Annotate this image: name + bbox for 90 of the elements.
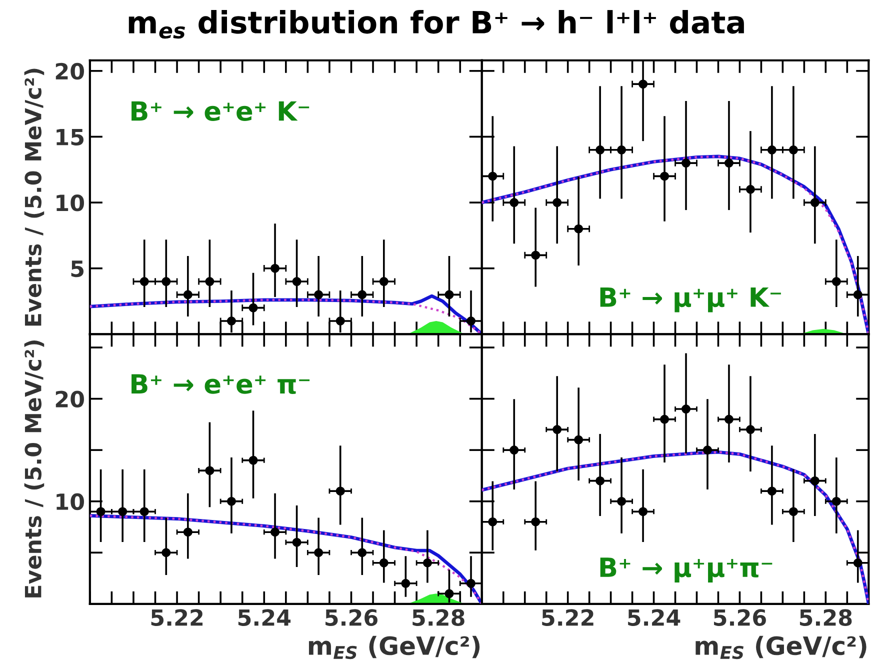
- point: [466, 578, 476, 588]
- point: [270, 264, 280, 273]
- point: [248, 303, 258, 312]
- annotation: B⁺ → μ⁺μ⁺ K⁻: [600, 288, 781, 312]
- y-tick-label: 10: [56, 493, 84, 510]
- point: [810, 198, 820, 208]
- point: [226, 316, 236, 326]
- point: [140, 507, 149, 516]
- point: [336, 486, 345, 496]
- point: [205, 277, 214, 286]
- point: [162, 277, 171, 286]
- point: [510, 198, 519, 208]
- point: [488, 517, 498, 526]
- point: [574, 435, 584, 444]
- x-tick-label: 5.22: [542, 609, 594, 626]
- point: [422, 558, 432, 568]
- point: [853, 290, 862, 300]
- x-tick-label: 5.24: [628, 609, 680, 626]
- point: [853, 558, 862, 568]
- point: [724, 414, 734, 424]
- x-tick-label: 5.24: [238, 609, 291, 626]
- point: [638, 80, 648, 89]
- x-tick-label: 5.26: [714, 609, 766, 626]
- annotation: B⁺ → e⁺e⁺ K⁻: [132, 101, 310, 121]
- annotation: B⁺ → e⁺e⁺ π⁻: [132, 374, 310, 394]
- point: [810, 476, 820, 486]
- y-axis-title: Events / (5.0 MeV/c²): [24, 68, 44, 326]
- point: [314, 290, 324, 300]
- point: [358, 548, 367, 558]
- point: [314, 548, 324, 558]
- point: [205, 466, 214, 476]
- point: [444, 589, 454, 598]
- point: [292, 538, 302, 547]
- point: [702, 446, 712, 455]
- point: [617, 496, 626, 506]
- point: [444, 290, 454, 300]
- point: [746, 425, 755, 434]
- point: [638, 507, 648, 516]
- point: [617, 145, 626, 154]
- point: [596, 145, 605, 154]
- x-axis-title: m$_{ES}$ (GeV/c²): [696, 636, 866, 660]
- point: [336, 316, 345, 326]
- point: [660, 414, 670, 424]
- annotation: B⁺ → μ⁺μ⁺π⁻: [600, 558, 772, 582]
- x-tick-label: 5.26: [326, 609, 378, 626]
- point: [118, 507, 128, 516]
- point: [574, 224, 584, 234]
- point: [226, 496, 236, 506]
- point: [358, 290, 367, 300]
- y-tick-label: 10: [56, 194, 84, 212]
- point: [746, 184, 755, 194]
- y-tick-label: 20: [56, 62, 84, 80]
- x-axis-title: m$_{ES}$ (GeV/c²): [308, 636, 480, 660]
- y-tick-label: 20: [56, 390, 84, 408]
- point: [379, 277, 388, 286]
- point: [788, 507, 798, 516]
- point: [682, 158, 691, 168]
- point: [140, 277, 149, 286]
- point: [510, 446, 519, 455]
- x-tick-label: 5.22: [151, 609, 203, 626]
- y-axis-title: Events / (5.0 MeV/c²): [24, 340, 44, 598]
- point: [832, 277, 841, 286]
- point: [466, 316, 476, 326]
- point: [488, 172, 498, 181]
- point: [767, 145, 776, 154]
- point: [379, 558, 388, 568]
- chart-title: m$_{es}$ distribution for B⁺ → h⁻ l⁺l⁺ data: [128, 10, 744, 39]
- point: [531, 250, 540, 260]
- point: [832, 496, 841, 506]
- point: [401, 578, 410, 588]
- point: [292, 277, 302, 286]
- point: [788, 145, 798, 154]
- point: [552, 425, 562, 434]
- point: [270, 528, 280, 537]
- point: [531, 517, 540, 526]
- point: [248, 456, 258, 465]
- y-tick-label: 15: [56, 128, 84, 146]
- point: [767, 486, 776, 496]
- point: [724, 158, 734, 168]
- point: [660, 172, 670, 181]
- point: [183, 290, 192, 300]
- point: [96, 507, 106, 516]
- point: [183, 528, 192, 537]
- point: [162, 548, 171, 558]
- y-tick-label: 5: [71, 260, 84, 278]
- point: [682, 404, 691, 414]
- x-tick-label: 5.28: [800, 609, 852, 626]
- point: [596, 476, 605, 486]
- point: [552, 198, 562, 208]
- x-tick-label: 5.28: [412, 609, 464, 626]
